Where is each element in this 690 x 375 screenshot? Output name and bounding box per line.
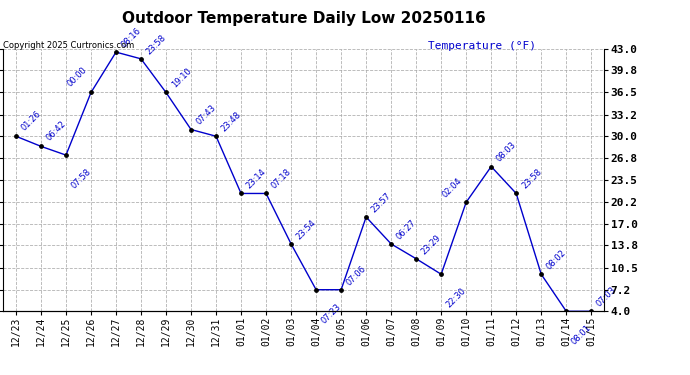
Text: 08:02: 08:02 <box>545 248 569 272</box>
Point <box>535 271 546 277</box>
Point <box>335 287 346 293</box>
Text: Temperature (°F): Temperature (°F) <box>428 41 536 51</box>
Text: Outdoor Temperature Daily Low 20250116: Outdoor Temperature Daily Low 20250116 <box>121 11 486 26</box>
Text: 23:54: 23:54 <box>295 218 318 241</box>
Point <box>361 214 372 220</box>
Point <box>10 133 21 139</box>
Text: 07:18: 07:18 <box>270 167 293 191</box>
Point <box>35 143 46 149</box>
Text: 07:03: 07:03 <box>595 285 618 309</box>
Text: 00:00: 00:00 <box>66 65 88 88</box>
Point <box>461 199 472 205</box>
Text: 08:01: 08:01 <box>570 323 593 346</box>
Text: 02:04: 02:04 <box>440 176 464 200</box>
Text: 07:06: 07:06 <box>345 264 368 287</box>
Text: 07:58: 07:58 <box>70 167 93 190</box>
Point <box>186 126 197 132</box>
Text: 23:48: 23:48 <box>220 110 243 134</box>
Point <box>310 287 322 293</box>
Point <box>235 190 246 196</box>
Point <box>110 49 121 55</box>
Text: 23:58: 23:58 <box>520 167 543 191</box>
Text: 22:30: 22:30 <box>445 286 469 310</box>
Text: 23:29: 23:29 <box>420 233 443 256</box>
Point <box>386 241 397 247</box>
Point <box>435 271 446 277</box>
Text: 19:10: 19:10 <box>170 67 193 90</box>
Text: 23:57: 23:57 <box>370 191 393 214</box>
Text: 06:27: 06:27 <box>395 218 418 241</box>
Point <box>486 164 497 170</box>
Point <box>61 152 72 158</box>
Text: 23:58: 23:58 <box>145 33 168 56</box>
Text: 07:43: 07:43 <box>195 104 218 127</box>
Point <box>135 56 146 62</box>
Text: 08:03: 08:03 <box>495 141 518 164</box>
Text: 01:26: 01:26 <box>20 109 43 132</box>
Text: 08:16: 08:16 <box>120 26 143 50</box>
Point <box>561 308 572 314</box>
Point <box>161 90 172 96</box>
Text: 23:14: 23:14 <box>245 168 268 191</box>
Point <box>86 90 97 96</box>
Point <box>210 133 221 139</box>
Point <box>286 241 297 247</box>
Point <box>586 308 597 314</box>
Text: Copyright 2025 Curtronics.com: Copyright 2025 Curtronics.com <box>3 41 135 50</box>
Point <box>511 190 522 196</box>
Text: 07:23: 07:23 <box>320 302 343 325</box>
Point <box>261 190 272 196</box>
Point <box>411 256 422 262</box>
Text: 06:42: 06:42 <box>45 119 68 142</box>
